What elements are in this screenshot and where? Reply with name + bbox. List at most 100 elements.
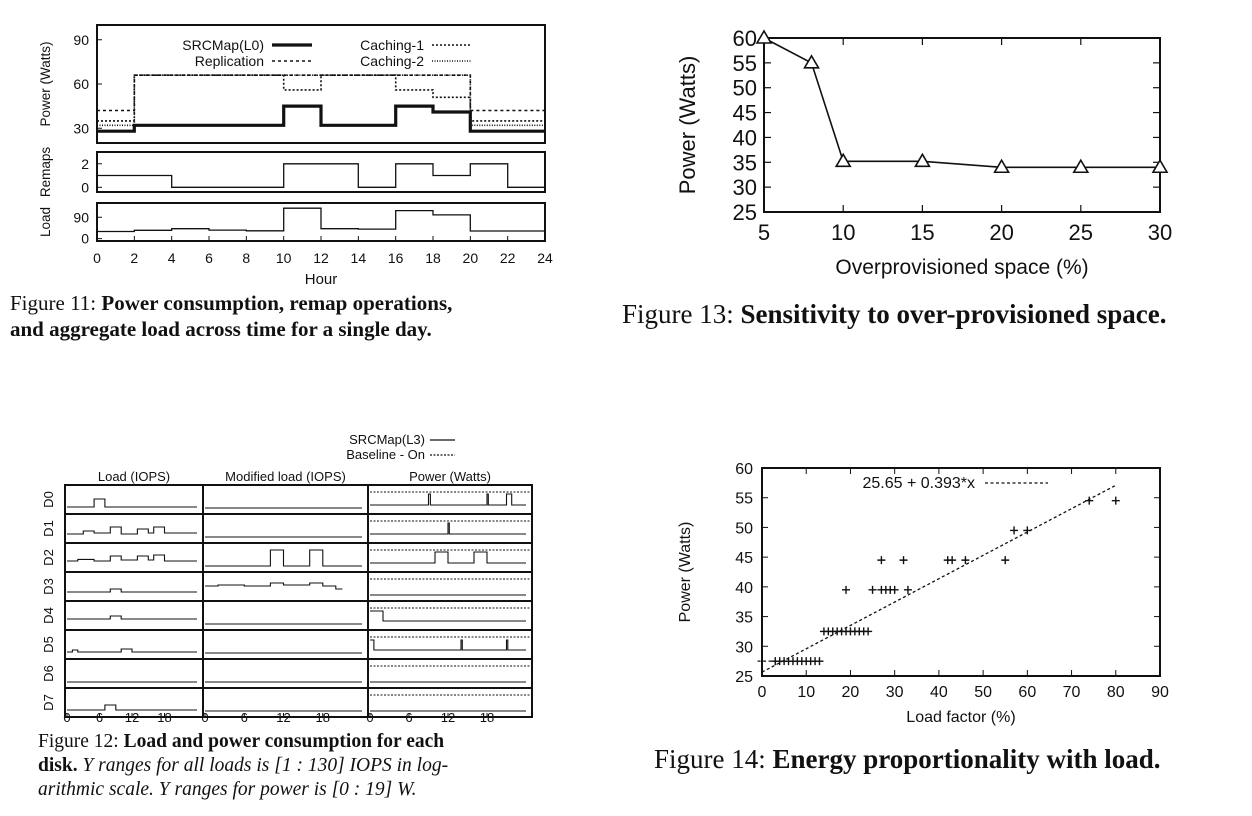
fig13-ytick-label-7: 60: [733, 26, 757, 51]
fig12-row-label-2: D2: [41, 549, 56, 566]
fig14-ytick-label-0: 25: [735, 669, 753, 686]
fig14-ytick-label-2: 35: [735, 610, 753, 627]
fig12-modified_load-xtick-label-2: 12: [276, 710, 290, 725]
fig11-xtick-label-1: 2: [130, 250, 138, 266]
fig13-series-line: [763, 37, 1160, 169]
fig12-power-row-0: [370, 493, 526, 506]
figure-14-caption-title: Energy proportionality with load.: [772, 744, 1161, 774]
fig11-panel-3-ytick-label-0: 0: [81, 231, 89, 247]
figure-13-caption: Figure 13: Sensitivity to over-provision…: [622, 298, 1252, 331]
fig14-point-23: [868, 585, 877, 594]
fig11-xtick-label-10: 20: [463, 250, 479, 266]
fig12-modified_load-xtick-label-1: 6: [241, 710, 248, 725]
fig12-modified_load-xtick-label-3: 18: [316, 710, 330, 725]
fig12-row-label-3: D3: [41, 578, 56, 595]
fig12-row-label-5: D5: [41, 636, 56, 653]
fig13-xlabel: Overprovisioned space (%): [835, 256, 1088, 279]
fig12-row-label-7: D7: [41, 694, 56, 711]
fig14-fit-line: [761, 484, 1117, 673]
fig14-point-29: [877, 556, 886, 565]
figure-12-caption-note-2: arithmic scale. Y ranges for power is [0…: [38, 778, 417, 800]
fig12-legend-label-0: SRCMap(L3): [349, 432, 425, 447]
fig11-panel-2-ytick-label-0: 0: [81, 179, 89, 195]
fig11-panel-3-ylabel: Load: [38, 207, 53, 237]
fig12-load-row-3: [67, 588, 197, 593]
fig11-xtick-label-6: 12: [313, 250, 329, 266]
fig13-xtick-label-0: 5: [758, 220, 770, 245]
fig12-load-xtick-label-0: 0: [63, 710, 70, 725]
fig12-load-row-7: [67, 704, 197, 711]
fig11-xtick-label-12: 24: [537, 250, 553, 266]
fig13-xtick-label-3: 20: [989, 220, 1013, 245]
fig13-point-6: [1151, 158, 1169, 174]
fig11-legend-label-3: Caching-2: [360, 53, 424, 69]
fig14-ylabel: Power (Watts): [677, 522, 694, 623]
figure-12-caption-title-2: disk.: [38, 754, 78, 776]
fig13-ytick-label-0: 25: [733, 200, 757, 225]
fig11-legend-label-2: Caching-1: [360, 37, 424, 53]
fig12-power-xtick-label-2: 12: [441, 710, 455, 725]
figure-12-caption-note-1: Y ranges for all loads is [1 : 130] IOPS…: [82, 754, 449, 776]
fig14-xtick-label-6: 60: [1018, 684, 1036, 701]
figure-13-caption-title: Sensitivity to over-provisioned space.: [740, 299, 1167, 329]
fig11-panel-2-ylabel: Remaps: [38, 147, 53, 198]
fig14-point-27: [890, 585, 899, 594]
fig13-ytick-label-4: 45: [733, 101, 757, 126]
fig14-xtick-label-5: 50: [974, 684, 992, 701]
fig11-panel-2-ytick-label-1: 2: [81, 156, 89, 172]
fig14-point-32: [948, 556, 957, 565]
fig11-panel-3-series-0: [97, 207, 545, 233]
fig12-load-xtick-label-1: 6: [96, 710, 103, 725]
fig12-power-row-5: [370, 639, 526, 651]
fig14-point-21: [864, 627, 873, 636]
fig13-point-1: [803, 54, 820, 69]
fig12-modified_load-row-3: [205, 582, 343, 590]
fig11-panel-1-ytick-label-1: 60: [73, 76, 89, 92]
fig12-column-title-1: Modified load (IOPS): [225, 469, 346, 484]
fig11-panel-1-series-1: [97, 74, 545, 112]
fig11-panel-2-frame: [96, 151, 546, 193]
fig13-point-0: [755, 29, 773, 44]
fig14-xtick-label-7: 70: [1063, 684, 1081, 701]
fig14-point-30: [899, 556, 908, 565]
fig13-ytick-label-1: 30: [733, 175, 757, 200]
fig14-ytick-label-4: 45: [735, 550, 753, 567]
figure-11-caption: Figure 11: Power consumption, remap oper…: [10, 291, 570, 343]
fig12-load-row-5: [67, 648, 197, 653]
fig11-panel-2-series-0: [97, 163, 545, 188]
fig14-point-10: [815, 657, 824, 666]
fig13-xtick-label-5: 30: [1148, 220, 1172, 245]
fig14-ytick-label-6: 55: [735, 491, 753, 508]
fig11-panel-1-ytick-label-2: 90: [73, 32, 89, 48]
fig11-xtick-label-7: 14: [351, 250, 367, 266]
fig11-panel-1-ytick-label-0: 30: [73, 120, 89, 136]
fig13-xtick-label-1: 10: [831, 220, 855, 245]
fig11-xtick-label-11: 22: [500, 250, 516, 266]
fig13-xtick-label-2: 15: [910, 220, 934, 245]
fig11-xtick-label-8: 16: [388, 250, 404, 266]
figure-11-caption-title: Power consumption, remap operations,: [101, 291, 453, 315]
fig11-xlabel: Hour: [305, 271, 338, 288]
fig14-point-38: [1111, 496, 1120, 505]
fig11-xtick-label-5: 10: [276, 250, 292, 266]
fig12-load-row-2: [67, 554, 197, 562]
fig14-point-36: [1023, 526, 1032, 535]
fig11-panel-3-ytick-label-1: 90: [73, 209, 89, 225]
fig14-xtick-label-8: 80: [1107, 684, 1125, 701]
figure-14-caption: Figure 14: Energy proportionality with l…: [654, 743, 1252, 776]
fig12-load-row-1: [67, 526, 197, 535]
fig14-xtick-label-4: 40: [930, 684, 948, 701]
fig11-xtick-label-4: 8: [242, 250, 250, 266]
fig14-ytick-label-3: 40: [735, 580, 753, 597]
figure-12-caption-title: Load and power consumption for each: [123, 731, 445, 752]
fig14-xtick-label-3: 30: [886, 684, 904, 701]
fig12-modified_load-row-2: [205, 549, 362, 567]
fig14-xtick-label-1: 10: [797, 684, 815, 701]
fig14-point-22: [842, 585, 851, 594]
fig12-modified_load-xtick-label-0: 0: [201, 710, 208, 725]
figure-14-caption-label: Figure 14:: [654, 744, 766, 774]
fig11-xtick-label-2: 4: [168, 250, 176, 266]
fig12-row-label-4: D4: [41, 607, 56, 624]
fig12-column-title-0: Load (IOPS): [98, 469, 170, 484]
